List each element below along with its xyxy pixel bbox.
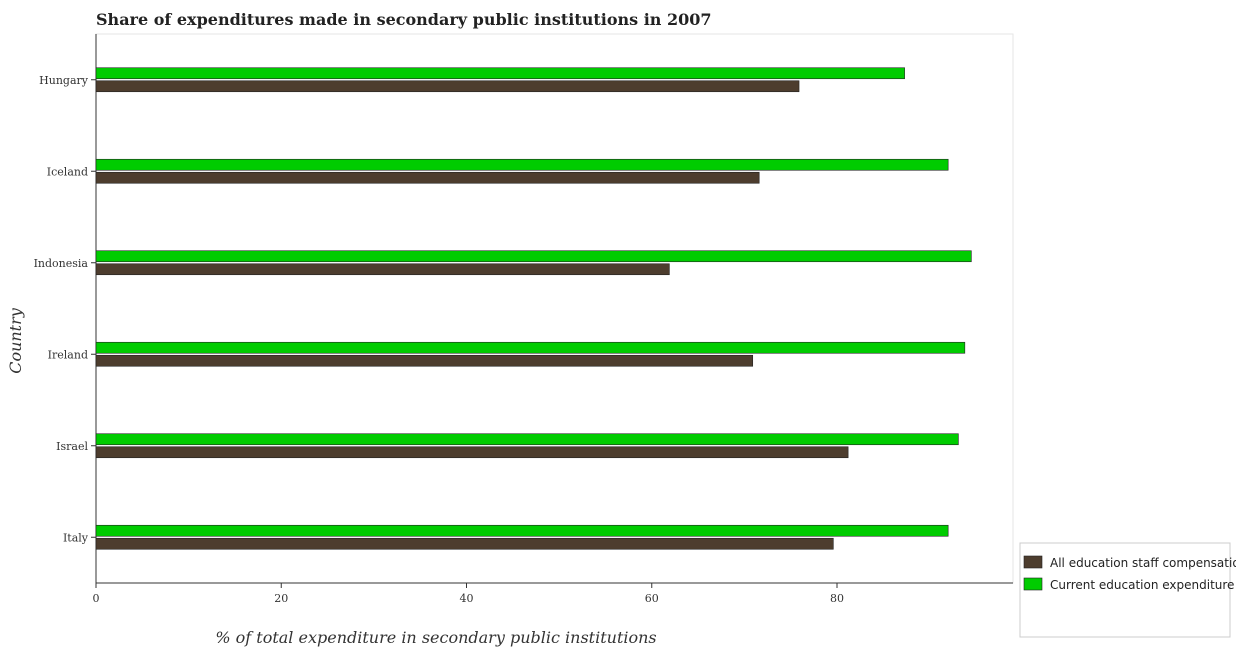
legend: All education staff compensation Current … xyxy=(1019,542,1236,638)
legend-swatch xyxy=(1023,577,1043,591)
bar-staff-compensation xyxy=(95,446,849,459)
bar-current-expenditure xyxy=(95,433,959,446)
bar-staff-compensation xyxy=(95,263,670,276)
bar-current-expenditure xyxy=(95,341,966,354)
y-tick-label: Iceland xyxy=(47,165,88,178)
bar-staff-compensation xyxy=(95,354,754,367)
bar-current-expenditure xyxy=(95,67,905,80)
legend-label: All education staff compensation xyxy=(1050,556,1236,570)
chart-title: Share of expenditures made in secondary … xyxy=(96,10,712,29)
bar-current-expenditure xyxy=(95,158,949,171)
bar-staff-compensation xyxy=(95,171,760,184)
y-tick-label: Italy xyxy=(63,531,89,544)
y-tick-label: Indonesia xyxy=(34,257,89,270)
bar-staff-compensation xyxy=(95,537,834,550)
y-tick-label: Hungary xyxy=(39,74,89,87)
bar-current-expenditure xyxy=(95,250,972,263)
y-tick-label: Israel xyxy=(56,440,88,453)
bar-staff-compensation xyxy=(95,80,800,93)
plot-area: 0 20 40 60 80 Hungary Iceland Indonesia Ireland I… xyxy=(34,33,1014,605)
x-tick-label: 40 xyxy=(460,592,474,605)
legend-swatch xyxy=(1023,555,1043,569)
legend-label: Current education expenditure xyxy=(1050,578,1234,592)
y-axis-label: Country xyxy=(6,307,25,374)
y-tick-label: Ireland xyxy=(48,348,88,361)
plot-frame xyxy=(95,33,1014,584)
x-tick-label: 60 xyxy=(645,592,659,605)
x-tick-label: 0 xyxy=(93,592,100,605)
bar-current-expenditure xyxy=(95,524,949,537)
x-tick-label: 20 xyxy=(274,592,288,605)
x-axis-label: % of total expenditure in secondary publ… xyxy=(215,628,656,647)
x-tick-label: 80 xyxy=(830,592,844,605)
legend-box xyxy=(1019,542,1231,638)
